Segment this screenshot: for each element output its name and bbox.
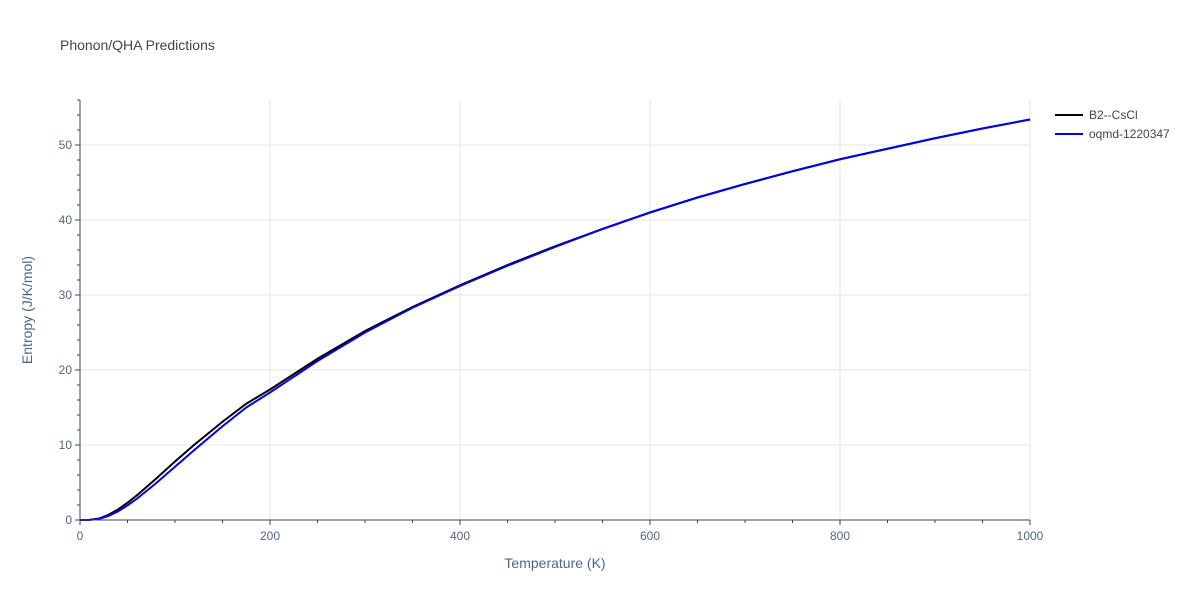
y-tick-label: 30 — [59, 288, 73, 302]
x-tick-label: 1000 — [1017, 529, 1044, 543]
x-tick-label: 800 — [830, 529, 850, 543]
y-tick-label: 0 — [65, 513, 72, 527]
y-tick-label: 50 — [59, 138, 73, 152]
chart-title: Phonon/QHA Predictions — [60, 37, 215, 53]
x-axis-title: Temperature (K) — [504, 555, 605, 571]
grid — [80, 100, 1031, 520]
y-tick-label: 10 — [59, 438, 73, 452]
series-line-2 — [79, 118, 1031, 521]
x-tick-label: 600 — [640, 529, 660, 543]
legend[interactable]: B2--CsCl oqmd-1220347 — [1055, 108, 1170, 141]
legend-item[interactable]: B2--CsCl — [1055, 108, 1138, 122]
plot-area — [79, 118, 1031, 521]
y-tick-label: 20 — [59, 363, 73, 377]
legend-label: B2--CsCl — [1089, 108, 1138, 122]
x-tick-label: 400 — [450, 529, 470, 543]
series-line-1 — [79, 118, 1031, 521]
x-tick-label: 200 — [260, 529, 280, 543]
x-tick-label: 0 — [77, 529, 84, 543]
legend-label: oqmd-1220347 — [1089, 127, 1170, 141]
y-axis-title: Entropy (J/K/mol) — [19, 256, 35, 364]
axes: 0 200 400 600 800 1000 0 10 20 30 40 50 — [59, 99, 1044, 543]
legend-item[interactable]: oqmd-1220347 — [1055, 127, 1170, 141]
y-tick-label: 40 — [59, 213, 73, 227]
